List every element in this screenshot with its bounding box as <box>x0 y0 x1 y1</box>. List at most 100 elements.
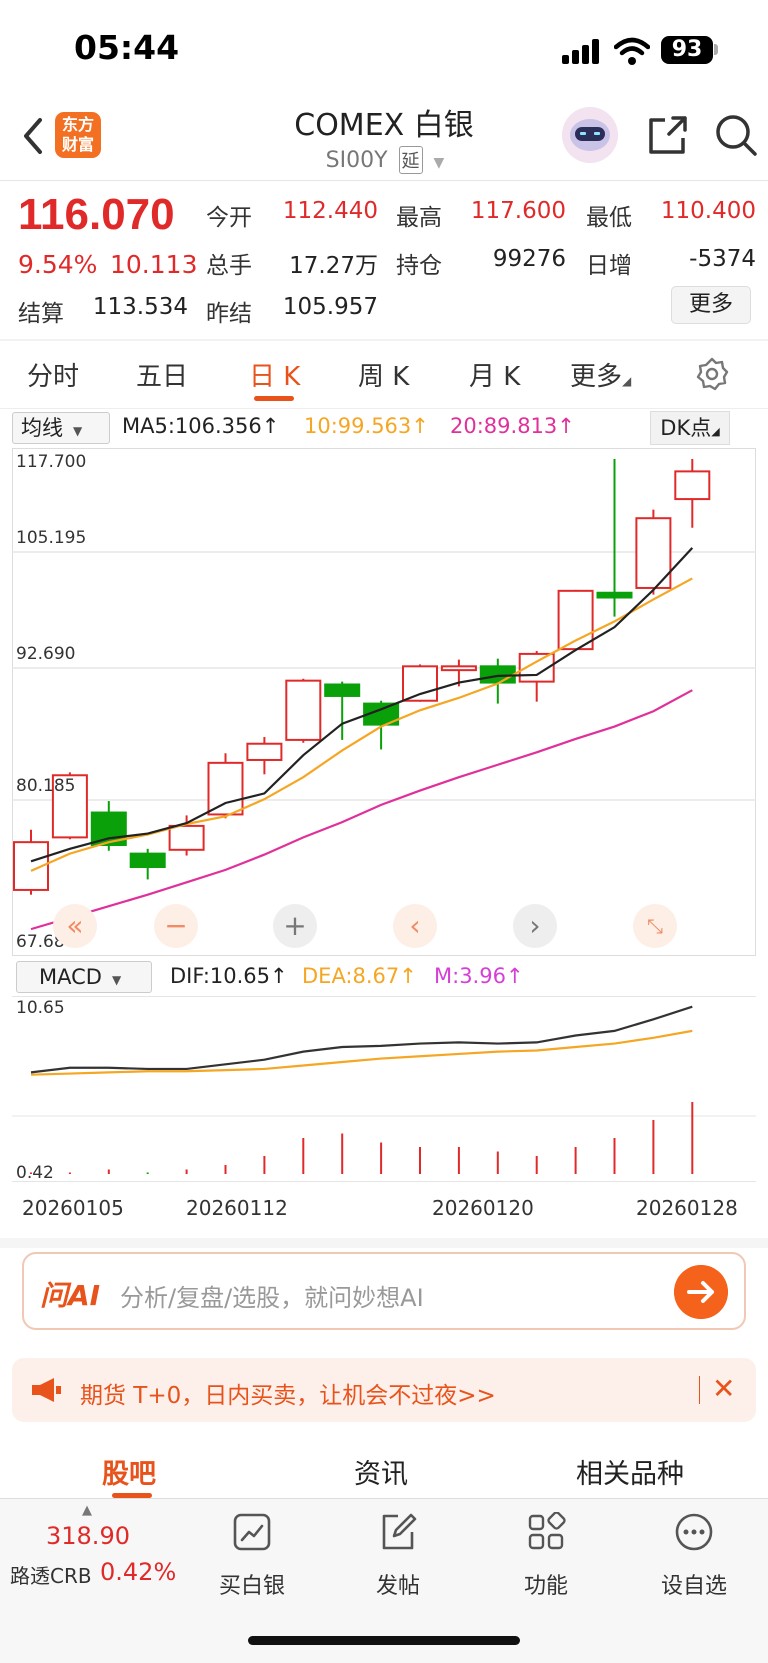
macd-select[interactable]: MACD ▼ <box>16 961 152 993</box>
price-axis-label: 117.700 <box>16 452 87 472</box>
candle-body <box>479 665 516 684</box>
chevron-down-icon: ▼ <box>111 973 122 987</box>
low-label: 最低 <box>586 205 632 231</box>
tab-more[interactable]: 更多◢ <box>570 356 631 393</box>
chevron-down-icon: ▼ <box>433 155 445 171</box>
macd-chart[interactable] <box>12 996 756 1182</box>
functions-button[interactable]: 功能 <box>508 1512 584 1602</box>
contract-code[interactable]: SI00Y 延 ▼ <box>280 146 490 174</box>
tabs-divider <box>0 408 768 409</box>
functions-label: 功能 <box>523 1574 568 1599</box>
megaphone-icon <box>32 1378 61 1402</box>
high-label: 最高 <box>396 205 442 231</box>
settle-label: 结算 <box>18 301 64 327</box>
trend-chart-icon <box>233 1513 271 1551</box>
active-tab-underline <box>254 396 294 401</box>
rewind-button[interactable]: « <box>53 904 97 948</box>
search-icon[interactable] <box>713 112 759 158</box>
share-icon[interactable] <box>645 112 691 158</box>
tab-related[interactable]: 相关品种 <box>576 1459 684 1490</box>
tab-forum[interactable]: 股吧 <box>102 1459 156 1490</box>
gear-icon[interactable] <box>694 356 730 392</box>
promo-text[interactable]: 期货 T+0，日内买卖，让机会不过夜>> <box>80 1383 496 1409</box>
high-value: 117.600 <box>470 198 566 224</box>
battery-icon: 93 <box>661 36 713 64</box>
zoom-in-button[interactable]: + <box>273 904 317 948</box>
home-indicator <box>248 1636 520 1645</box>
daily-increase-value: -5374 <box>689 246 756 272</box>
ask-ai-input[interactable] <box>22 1252 746 1330</box>
more-quote-button[interactable]: 更多 <box>671 286 751 324</box>
caret-up-icon: ▲ <box>82 1503 92 1518</box>
battery-tip <box>714 44 718 55</box>
change-value: 10.113 <box>110 250 198 279</box>
delay-tag: 延 <box>398 146 423 174</box>
tab-monthly-k[interactable]: 月 K <box>469 362 521 392</box>
back-icon[interactable] <box>18 114 48 158</box>
dif-value: DIF:10.65↑ <box>170 964 288 988</box>
ticker-name[interactable]: 路透CRB <box>10 1564 92 1588</box>
ai-robot-avatar-icon[interactable] <box>562 107 618 163</box>
promo-banner[interactable] <box>12 1358 756 1422</box>
tab-more-label: 更多 <box>570 362 623 392</box>
prev-settle-value: 105.957 <box>282 294 378 320</box>
open-value: 112.440 <box>282 198 378 224</box>
post-label: 发帖 <box>375 1574 420 1599</box>
arrow-right-icon[interactable] <box>674 1265 728 1319</box>
volume-value: 17.27万 <box>289 253 378 279</box>
candle-body <box>207 761 244 816</box>
buy-silver-button[interactable]: 买白银 <box>214 1512 290 1602</box>
volume-label: 总手 <box>206 253 252 279</box>
grid-apps-icon <box>528 1512 566 1550</box>
close-icon[interactable]: ✕ <box>712 1372 736 1405</box>
active-subtab-underline <box>112 1493 152 1498</box>
edit-icon <box>382 1513 417 1550</box>
tab-daily-k[interactable]: 日 K <box>249 362 301 392</box>
ticker-value[interactable]: 318.90 <box>46 1522 130 1550</box>
m-value: M:3.96↑ <box>434 964 524 988</box>
ma5-value: MA5:106.356↑ <box>122 414 280 438</box>
candle-body <box>363 702 400 726</box>
app-logo: 东方 财富 <box>55 112 101 158</box>
fullscreen-button[interactable]: ⤡ <box>633 904 677 948</box>
scroll-left-button[interactable]: ‹ <box>393 904 437 948</box>
dk-points-button[interactable]: DK点◢ <box>650 411 730 445</box>
tab-news[interactable]: 资讯 <box>354 1459 408 1490</box>
price-axis-label: 92.690 <box>16 644 76 664</box>
candle-body <box>402 665 438 702</box>
dk-points-label: DK点 <box>660 416 712 440</box>
ticker-percent[interactable]: 0.42% <box>100 1558 177 1586</box>
page-title: COMEX 白银 <box>294 108 474 143</box>
candle-body <box>168 824 205 851</box>
indicator-select[interactable]: 均线 ▼ <box>12 412 110 444</box>
price-axis-label: 105.195 <box>16 528 87 548</box>
candle-body <box>440 665 477 672</box>
buy-silver-label: 买白银 <box>218 1574 285 1599</box>
candlestick-chart[interactable] <box>12 448 756 956</box>
price-axis-label: 80.185 <box>16 776 76 796</box>
macd-axis-bottom: 0.42 <box>16 1163 54 1183</box>
tab-five-day[interactable]: 五日 <box>136 362 189 392</box>
contract-code-text: SI00Y <box>325 148 388 173</box>
indicator-select-value: 均线 <box>21 416 63 440</box>
promo-divider <box>699 1376 700 1404</box>
position-label: 持仓 <box>396 253 442 279</box>
date-axis-label: 20260120 <box>432 1196 534 1220</box>
add-watchlist-label: 设自选 <box>660 1574 727 1599</box>
ma20-line <box>30 689 693 931</box>
tab-intraday[interactable]: 分时 <box>27 362 80 392</box>
ask-ai-placeholder[interactable]: 分析/复盘/选股，就问妙想AI <box>120 1284 424 1312</box>
settle-value: 113.534 <box>92 294 188 320</box>
tab-weekly-k[interactable]: 周 K <box>358 362 410 392</box>
dea-value: DEA:8.67↑ <box>302 964 417 988</box>
add-watchlist-button[interactable]: 设自选 <box>656 1512 732 1602</box>
ma5-line <box>30 547 694 863</box>
zoom-out-button[interactable]: − <box>154 904 198 948</box>
candle-body <box>129 852 166 869</box>
open-label: 今开 <box>206 205 252 231</box>
post-button[interactable]: 发帖 <box>360 1512 436 1602</box>
ma20-value: 20:89.813↑ <box>450 414 575 438</box>
macd-select-value: MACD <box>39 965 102 989</box>
ask-ai-logo: 问AI <box>40 1279 101 1312</box>
scroll-right-button[interactable]: › <box>513 904 557 948</box>
